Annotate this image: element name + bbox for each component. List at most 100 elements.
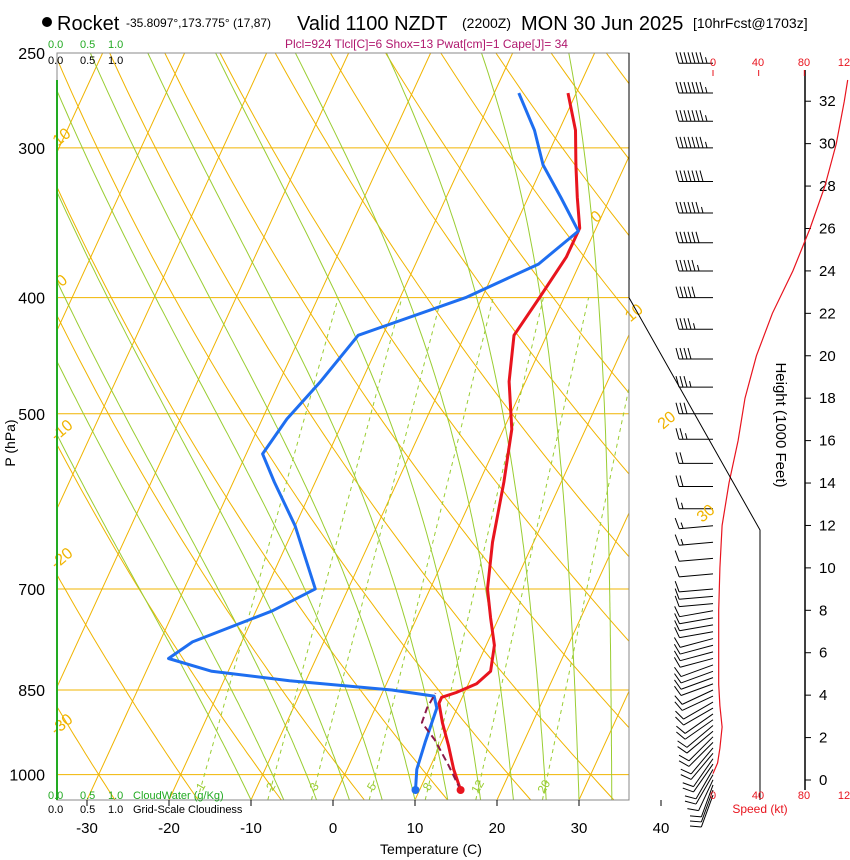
barb-staff (690, 753, 714, 780)
mixing-ratio-20 (541, 385, 629, 800)
cloud-top-tick-lower-2: 1.0 (108, 55, 123, 67)
barb-flag-full (674, 679, 682, 690)
x-tick-label-5: 20 (489, 820, 506, 837)
parcel-trace (420, 692, 462, 791)
barb-staff (679, 617, 714, 625)
barb-flag-half (701, 206, 704, 214)
barb-flag-full (679, 452, 684, 464)
utc-time: (2200Z) (462, 15, 511, 31)
wind-barb-51 (675, 170, 713, 182)
barb-flag-full (675, 428, 680, 440)
barb-flag-full (691, 231, 696, 243)
cloud-top-tick-lower-1: 0.5 (80, 55, 95, 67)
barb-flag-full (687, 170, 692, 182)
moist-adiabat-26 (386, 53, 547, 800)
barb-staff (679, 610, 714, 618)
barb-staff (680, 677, 714, 690)
surface-dewpoint-marker (411, 785, 420, 794)
barb-flag-full (687, 136, 692, 149)
barb-staff (695, 769, 714, 800)
barb-flag-full (683, 231, 688, 243)
moist-adiabat-14 (147, 53, 449, 800)
barb-staff (680, 651, 714, 662)
isotherm-label-7: -20 (48, 545, 77, 573)
wind-barb-53 (675, 110, 713, 122)
moist-adiabat--2 (57, 279, 318, 800)
barb-flag-half (685, 433, 688, 440)
x-tick-label-6: 30 (571, 820, 588, 837)
barb-flag-full (683, 81, 688, 94)
barb-flag-half (693, 323, 696, 330)
barb-flag-full (687, 110, 692, 122)
x-tick-label-0: -30 (76, 820, 98, 837)
pressure-tick-label-400: 400 (18, 291, 45, 308)
wind-barb-11 (678, 736, 714, 762)
speed-bottom-tick-2: 80 (798, 790, 810, 802)
cloud-bottom-tick-lower-1: 0.5 (80, 804, 95, 816)
speed-top-tick-0: 0 (710, 57, 716, 69)
wind-barb-4 (684, 774, 714, 805)
cloudiness-label: Grid-Scale Cloudiness (133, 804, 243, 816)
pressure-tick-label-1000: 1000 (9, 768, 45, 785)
barb-flag-full (679, 170, 684, 182)
barb-flag-full (675, 347, 680, 360)
barb-flag-full (674, 550, 680, 562)
mixing-ratio-1 (196, 297, 339, 800)
wind-barb-35 (674, 565, 714, 578)
mixing-ratio-2 (267, 297, 403, 800)
speed-bottom-tick-3: 12 (838, 790, 850, 802)
barb-flag-full (682, 782, 694, 788)
barb-staff (679, 595, 714, 600)
barb-flag-full (673, 650, 681, 661)
barb-flag-full (674, 595, 680, 607)
barb-flag-full (675, 710, 684, 720)
barb-staff (679, 603, 714, 608)
barb-flag-full (679, 475, 684, 487)
barb-flag-full (678, 760, 690, 767)
barb-flag-full (679, 318, 684, 330)
barb-flag-full (675, 170, 680, 182)
isotherm-label-5: 0 (53, 272, 71, 291)
wind-barb-37 (674, 534, 714, 546)
wind-barb-8 (680, 753, 714, 780)
barb-flag-full (679, 136, 684, 149)
height-axis-title: Height (1000 Feet) (772, 362, 789, 487)
barb-flag-full (687, 286, 692, 298)
x-tick-label-7: 40 (653, 820, 670, 837)
barb-flag-full (674, 673, 682, 684)
barb-flag-full (673, 637, 681, 648)
isotherm-60 (825, 53, 850, 800)
barb-flag-full (699, 136, 704, 149)
wind-barb-2 (689, 784, 714, 818)
dry-adiabat--20 (57, 573, 199, 800)
barb-staff (698, 779, 714, 811)
mixing-ratio-label-12: 12 (468, 777, 487, 796)
dry-adiabat-0 (57, 314, 365, 800)
barb-staff (683, 701, 714, 720)
wind-barb-40 (675, 475, 713, 488)
wind-barb-16 (675, 707, 714, 726)
barb-flag-full (687, 318, 692, 330)
x-tick-label-3: 0 (329, 820, 337, 837)
barb-flag-full (675, 497, 680, 509)
barb-flag-full (691, 110, 696, 122)
x-tick-label-2: -10 (240, 820, 262, 837)
wind-barb-31 (674, 606, 714, 618)
wind-barb-0 (689, 794, 714, 828)
cloud-bottom-tick-0: 0.0 (48, 790, 63, 802)
wind-barb-52 (675, 136, 713, 149)
barb-flag-full (691, 52, 696, 64)
isotherm-50 (743, 53, 850, 800)
height-tick-label-18: 18 (819, 390, 836, 407)
dry-adiabat-40 (164, 53, 629, 729)
barb-staff (693, 758, 714, 787)
wind-barb-24 (673, 657, 714, 668)
wind-barb-41 (675, 452, 713, 464)
dry-adiabat--30 (57, 705, 116, 800)
barb-flag-full (687, 231, 692, 243)
barb-flag-full (699, 170, 704, 182)
wind-barb-50 (675, 201, 713, 214)
mixing-ratio-5 (368, 297, 494, 800)
